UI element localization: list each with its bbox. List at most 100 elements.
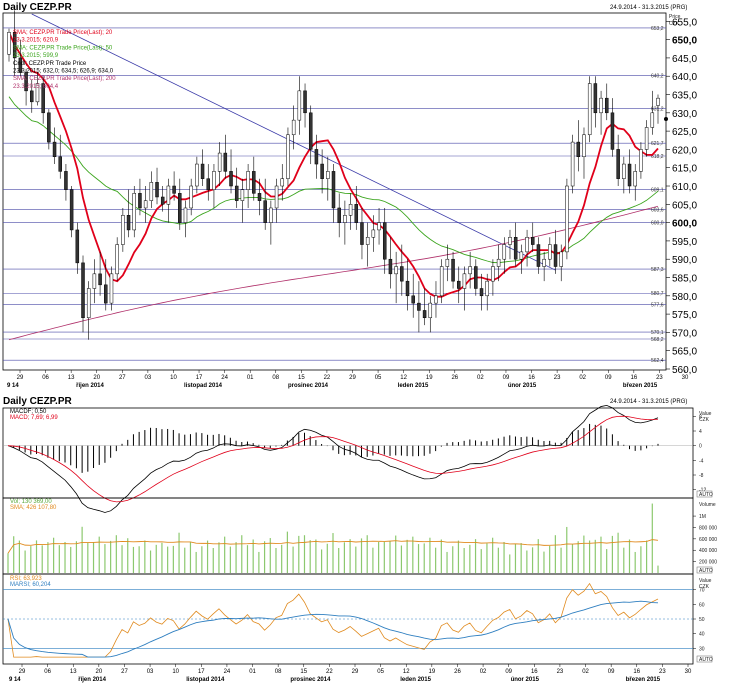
hline-label-2: 631,2 — [651, 106, 664, 112]
candle-body-47 — [274, 185, 279, 209]
price-y-axis: 655,0 650,0 645,0 640,0 635,0 630,0 625,0 620,0… — [666, 17, 697, 376]
bot-x-tick-label-14: 05 — [377, 669, 384, 675]
top-x-tick-label-10: 08 — [272, 375, 279, 381]
hline-label-6: 603,6 — [651, 207, 664, 213]
candle-body-70 — [405, 280, 410, 297]
candle-body-24 — [143, 200, 148, 209]
candle-body-23 — [138, 193, 142, 209]
price-axis-title-1: Price — [669, 14, 681, 20]
top-x-tick-label-11: 15 — [298, 375, 305, 381]
top-x-month-label-6: březen 2015 — [623, 383, 658, 389]
macd-auto-button[interactable] — [696, 490, 713, 498]
top-x-tick-label-21: 23 — [554, 375, 561, 381]
price-axis-title-2: CZK — [669, 21, 680, 27]
macd-legend-item-0: MACDF; 0,50 — [10, 409, 47, 415]
candle-body-106 — [610, 112, 615, 150]
bot-x-tick-label-16: 19 — [429, 669, 436, 675]
top-x-tick-label-15: 12 — [400, 375, 407, 381]
candle-body-75 — [434, 295, 438, 304]
bot-x-tick-label-25: 23 — [659, 669, 666, 675]
candle-body-19 — [115, 244, 119, 275]
candle-body-63 — [365, 236, 370, 245]
candle-body-43 — [252, 171, 256, 194]
hline-label-13: 562,4 — [651, 358, 664, 364]
top-x-tick-label-17: 26 — [451, 375, 458, 381]
candle-body-66 — [382, 222, 387, 260]
rsi-auto-label: AUTO — [699, 657, 713, 663]
candle-body-49 — [286, 134, 290, 179]
candle-body-16 — [98, 273, 102, 286]
top-x-month-label-0: 9 14 — [7, 383, 19, 389]
candle-body-51 — [297, 90, 302, 121]
macd-y-axis: 8 4 0 -4 -8 -12 — [693, 414, 706, 494]
hline-label-4: 618,2 — [651, 154, 664, 160]
candle-body-67 — [388, 258, 393, 275]
candle-body-2 — [18, 57, 23, 73]
candle-body-4 — [30, 90, 34, 103]
hline-label-0: 653,2 — [651, 26, 664, 32]
top-x-tick-label-22: 02 — [579, 375, 586, 381]
candle-body-37 — [217, 152, 222, 172]
price-legend-item-2: SMA; CEZP.PR Trade Price(Last); 50 — [13, 45, 113, 51]
candle-body-10 — [64, 171, 68, 190]
top-x-tick-label-25: 23 — [656, 375, 663, 381]
candle-body-83 — [479, 288, 484, 297]
macd-line — [7, 404, 659, 513]
candle-body-90 — [519, 251, 524, 260]
candle-body-96 — [553, 244, 558, 267]
candle-body-82 — [474, 266, 478, 289]
rsi-line — [7, 582, 659, 658]
bot-x-tick-label-1: 06 — [44, 669, 51, 675]
bot-x-tick-label-12: 22 — [326, 669, 333, 675]
candle-body-61 — [354, 204, 359, 223]
candle-body-91 — [525, 236, 529, 253]
macd-axis-title-1: Value — [699, 411, 712, 417]
top-x-tick-label-26: 30 — [682, 375, 689, 381]
volume-axis-title: Volume — [699, 502, 716, 508]
candle-body-26 — [155, 182, 159, 198]
candle-body-42 — [246, 171, 250, 190]
bot-x-tick-label-3: 20 — [96, 669, 103, 675]
rsi-legend-item-1: MARSI; 60,204 — [10, 582, 51, 588]
bot-x-tick-label-18: 02 — [480, 669, 487, 675]
macd-axis-title-2: CZK — [699, 417, 710, 423]
price-tick-label-15: 580,0 — [672, 292, 697, 303]
price-tick-label-1: 650,0 — [672, 36, 697, 47]
top-x-tick-label-5: 03 — [145, 375, 152, 381]
top-x-tick-label-14: 05 — [375, 375, 382, 381]
macd-tick-label-5: -12 — [699, 488, 706, 494]
price-legend: SMA; CEZP.PR Trade Price(Last); 20 23.3.2… — [13, 30, 116, 90]
candle-body-22 — [132, 193, 136, 231]
price-legend-item-3: 23.3.2015; 599,9 — [13, 53, 59, 59]
bot-x-month-label-1: říjen 2014 — [78, 677, 106, 683]
bottom-title: Daily CEZP.PR — [3, 396, 73, 407]
volume-auto-label: AUTO — [699, 568, 713, 574]
candle-body-9 — [58, 156, 62, 172]
candle-body-105 — [605, 97, 609, 114]
volume-auto-button[interactable] — [696, 566, 713, 574]
bot-x-tick-label-10: 08 — [275, 669, 282, 675]
candle-body-65 — [377, 222, 381, 231]
macd-legend-item-1: MACD; 7,69; 6,99 — [10, 415, 58, 421]
top-x-tick-label-19: 09 — [503, 375, 510, 381]
candle-body-14 — [86, 288, 91, 319]
candle-body-98 — [565, 185, 569, 253]
candle-body-31 — [183, 207, 188, 223]
rsi-series — [3, 582, 693, 658]
volume-tick-label-3: 400 000 — [699, 548, 717, 554]
bot-x-tick-label-5: 03 — [147, 669, 154, 675]
candle-body-111 — [639, 149, 643, 172]
price-tick-label-19: 560,0 — [672, 365, 697, 376]
volume-legend-item-1: SMA; 426 107,80 — [10, 505, 57, 511]
top-x-month-label-5: únor 2015 — [508, 383, 537, 389]
bot-x-tick-label-20: 16 — [531, 669, 538, 675]
rsi-auto-button[interactable] — [696, 655, 713, 663]
bot-x-month-label-2: listopad 2014 — [186, 677, 225, 683]
price-tick-label-11: 600,0 — [672, 219, 697, 230]
volume-legend-item-0: Vol; 130 369,00 — [10, 499, 52, 505]
volume-tick-label-4: 200 000 — [699, 560, 717, 566]
macd-series — [3, 404, 693, 513]
price-legend-item-7: 23.3.2015; 604,4 — [13, 84, 59, 90]
candle-body-60 — [348, 204, 353, 216]
